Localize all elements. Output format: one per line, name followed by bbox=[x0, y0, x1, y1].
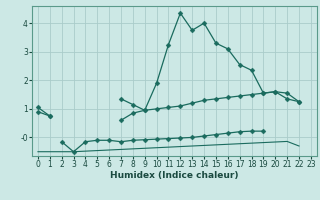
X-axis label: Humidex (Indice chaleur): Humidex (Indice chaleur) bbox=[110, 171, 239, 180]
